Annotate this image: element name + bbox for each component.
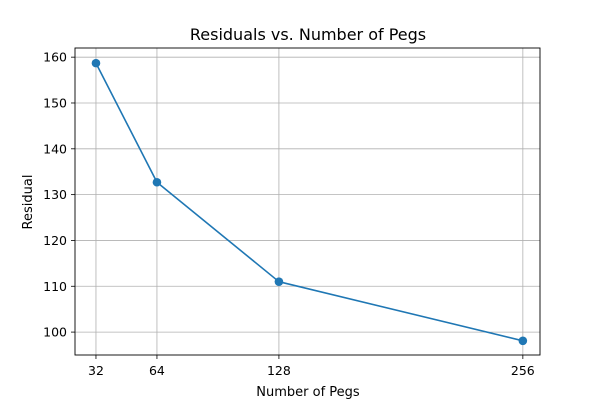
chart-title: Residuals vs. Number of Pegs — [190, 25, 426, 44]
x-tick-label: 32 — [88, 363, 104, 378]
y-tick-label: 110 — [43, 279, 67, 294]
y-axis-ticks: 100 110 120 130 140 150 160 — [43, 50, 75, 340]
y-tick-label: 150 — [43, 95, 67, 110]
series-layer — [91, 58, 528, 346]
data-point — [518, 336, 528, 346]
y-tick-label: 120 — [43, 233, 67, 248]
series-line — [95, 62, 524, 342]
x-tick-label: 256 — [511, 363, 535, 378]
data-point — [274, 277, 284, 286]
x-tick-label: 64 — [149, 363, 165, 378]
grid-layer — [75, 48, 540, 355]
y-tick-label: 130 — [43, 187, 67, 202]
data-point — [152, 177, 162, 187]
y-tick-label: 160 — [43, 50, 67, 65]
x-axis-ticks: 32 64 128 256 — [88, 355, 535, 378]
x-axis-label: Number of Pegs — [256, 385, 360, 400]
y-tick-label: 100 — [43, 325, 67, 340]
y-axis-label: Residual — [21, 175, 36, 230]
y-tick-label: 140 — [43, 141, 67, 156]
x-tick-label: 128 — [267, 363, 291, 378]
data-point — [91, 58, 101, 68]
plot-frame — [74, 47, 541, 356]
